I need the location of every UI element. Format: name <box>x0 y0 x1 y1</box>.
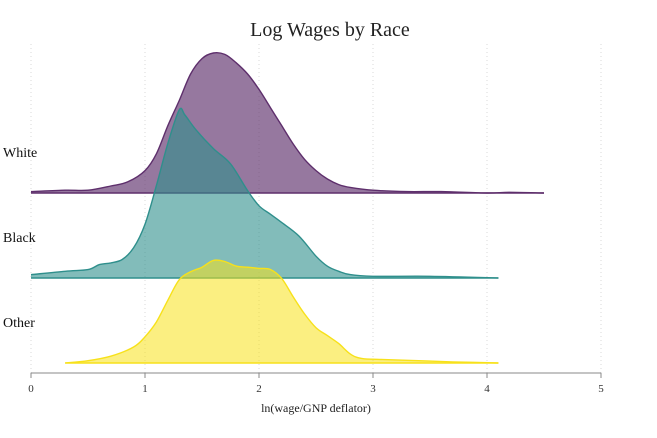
ridge-outline-white <box>30 51 545 194</box>
ridge-area-black <box>31 108 499 279</box>
x-tick-label-3: 3 <box>370 383 376 395</box>
ridge-outline-other <box>65 259 499 364</box>
x-axis: 0 1 2 3 4 5 <box>28 372 604 395</box>
category-labels: White Black Other <box>3 146 37 331</box>
x-axis-label: ln(wage/GNP deflator) <box>261 401 371 415</box>
chart-title: Log Wages by Race <box>250 19 410 41</box>
ridge-area-other <box>65 260 499 363</box>
x-tick-label-1: 1 <box>142 383 148 395</box>
x-tick-label-0: 0 <box>28 383 34 395</box>
category-label-black: Black <box>3 231 36 246</box>
ridge-outline-black <box>30 107 499 279</box>
category-label-white: White <box>3 146 37 161</box>
grid <box>30 44 602 373</box>
x-tick-label-5: 5 <box>598 383 604 395</box>
x-tick-label-2: 2 <box>256 383 262 395</box>
ridges <box>30 51 545 364</box>
ridge-area-white <box>31 52 544 194</box>
category-label-other: Other <box>3 316 35 331</box>
x-tick-label-4: 4 <box>484 383 490 395</box>
